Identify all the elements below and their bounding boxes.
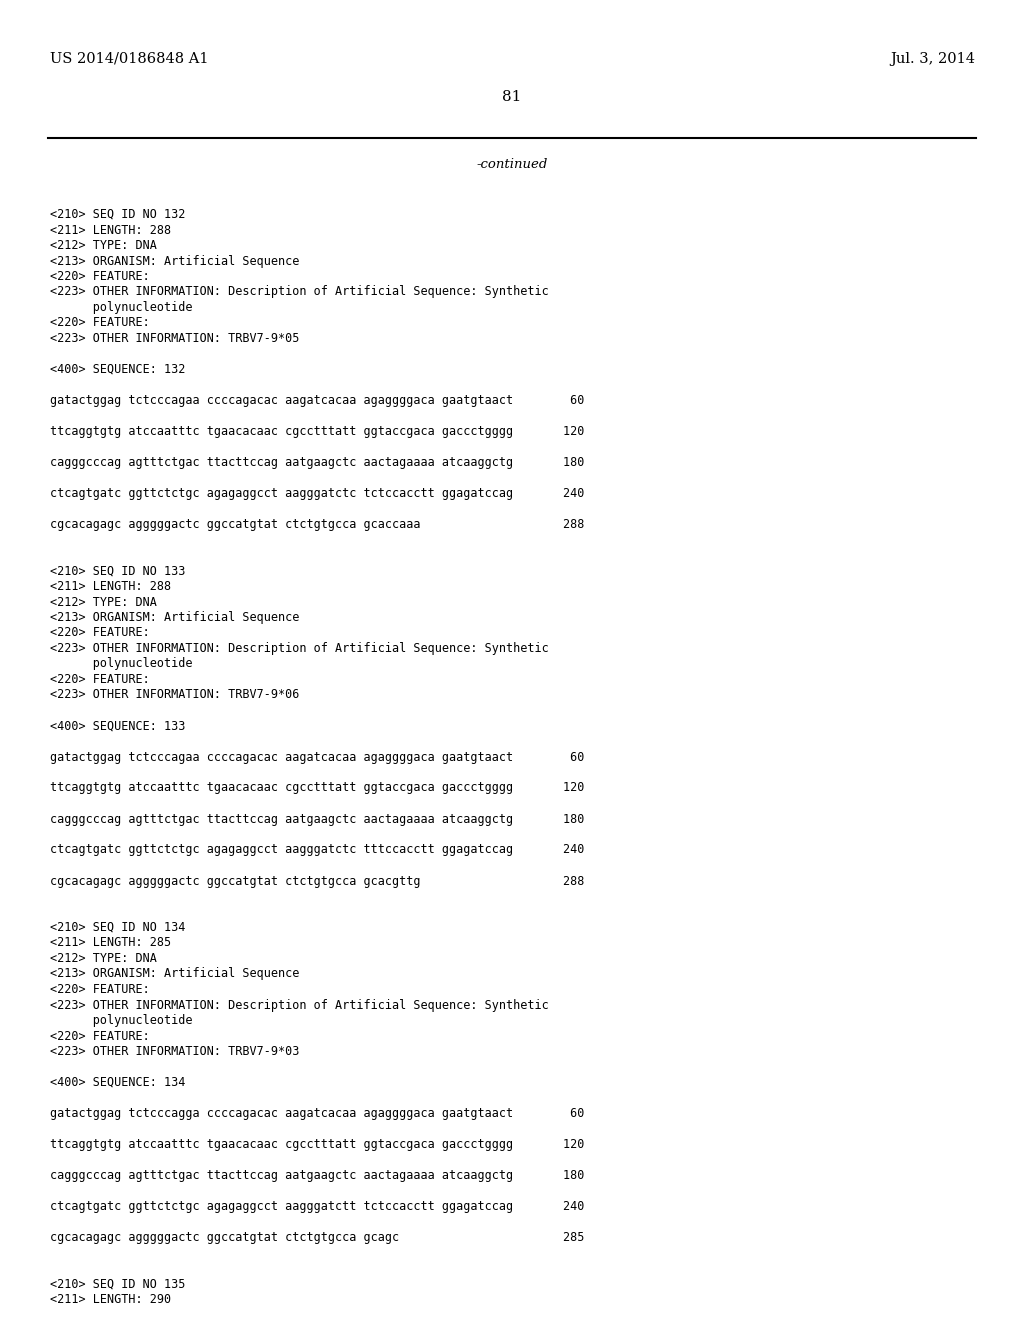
- Text: <212> TYPE: DNA: <212> TYPE: DNA: [50, 239, 157, 252]
- Text: <223> OTHER INFORMATION: TRBV7-9*03: <223> OTHER INFORMATION: TRBV7-9*03: [50, 1045, 299, 1059]
- Text: 81: 81: [503, 90, 521, 104]
- Text: polynucleotide: polynucleotide: [50, 301, 193, 314]
- Text: <220> FEATURE:: <220> FEATURE:: [50, 673, 150, 686]
- Text: <212> TYPE: DNA: <212> TYPE: DNA: [50, 952, 157, 965]
- Text: ctcagtgatc ggttctctgc agagaggcct aagggatctc tttccacctt ggagatccag       240: ctcagtgatc ggttctctgc agagaggcct aagggat…: [50, 843, 585, 857]
- Text: <210> SEQ ID NO 134: <210> SEQ ID NO 134: [50, 921, 185, 935]
- Text: <223> OTHER INFORMATION: Description of Artificial Sequence: Synthetic: <223> OTHER INFORMATION: Description of …: [50, 285, 549, 298]
- Text: <213> ORGANISM: Artificial Sequence: <213> ORGANISM: Artificial Sequence: [50, 255, 299, 268]
- Text: gatactggag tctcccagaa ccccagacac aagatcacaa agaggggaca gaatgtaact        60: gatactggag tctcccagaa ccccagacac aagatca…: [50, 751, 585, 763]
- Text: gatactggag tctcccagga ccccagacac aagatcacaa agaggggaca gaatgtaact        60: gatactggag tctcccagga ccccagacac aagatca…: [50, 1107, 585, 1119]
- Text: <212> TYPE: DNA: <212> TYPE: DNA: [50, 595, 157, 609]
- Text: <210> SEQ ID NO 132: <210> SEQ ID NO 132: [50, 209, 185, 220]
- Text: <400> SEQUENCE: 134: <400> SEQUENCE: 134: [50, 1076, 185, 1089]
- Text: <210> SEQ ID NO 135: <210> SEQ ID NO 135: [50, 1278, 185, 1291]
- Text: <223> OTHER INFORMATION: TRBV7-9*05: <223> OTHER INFORMATION: TRBV7-9*05: [50, 333, 299, 345]
- Text: <210> SEQ ID NO 133: <210> SEQ ID NO 133: [50, 565, 185, 578]
- Text: ctcagtgatc ggttctctgc agagaggcct aagggatctt tctccacctt ggagatccag       240: ctcagtgatc ggttctctgc agagaggcct aagggat…: [50, 1200, 585, 1213]
- Text: cagggcccag agtttctgac ttacttccag aatgaagctc aactagaaaa atcaaggctg       180: cagggcccag agtttctgac ttacttccag aatgaag…: [50, 455, 585, 469]
- Text: <220> FEATURE:: <220> FEATURE:: [50, 317, 150, 330]
- Text: <220> FEATURE:: <220> FEATURE:: [50, 1030, 150, 1043]
- Text: polynucleotide: polynucleotide: [50, 657, 193, 671]
- Text: gatactggag tctcccagaa ccccagacac aagatcacaa agaggggaca gaatgtaact        60: gatactggag tctcccagaa ccccagacac aagatca…: [50, 393, 585, 407]
- Text: <220> FEATURE:: <220> FEATURE:: [50, 983, 150, 997]
- Text: US 2014/0186848 A1: US 2014/0186848 A1: [50, 51, 209, 66]
- Text: <211> LENGTH: 290: <211> LENGTH: 290: [50, 1294, 171, 1305]
- Text: polynucleotide: polynucleotide: [50, 1014, 193, 1027]
- Text: <213> ORGANISM: Artificial Sequence: <213> ORGANISM: Artificial Sequence: [50, 611, 299, 624]
- Text: <211> LENGTH: 285: <211> LENGTH: 285: [50, 936, 171, 949]
- Text: <400> SEQUENCE: 132: <400> SEQUENCE: 132: [50, 363, 185, 376]
- Text: cgcacagagc agggggactc ggccatgtat ctctgtgcca gcagc                       285: cgcacagagc agggggactc ggccatgtat ctctgtg…: [50, 1232, 585, 1243]
- Text: <223> OTHER INFORMATION: Description of Artificial Sequence: Synthetic: <223> OTHER INFORMATION: Description of …: [50, 998, 549, 1011]
- Text: cgcacagagc agggggactc ggccatgtat ctctgtgcca gcaccaaa                    288: cgcacagagc agggggactc ggccatgtat ctctgtg…: [50, 517, 585, 531]
- Text: <211> LENGTH: 288: <211> LENGTH: 288: [50, 223, 171, 236]
- Text: <223> OTHER INFORMATION: TRBV7-9*06: <223> OTHER INFORMATION: TRBV7-9*06: [50, 689, 299, 701]
- Text: <220> FEATURE:: <220> FEATURE:: [50, 627, 150, 639]
- Text: <220> FEATURE:: <220> FEATURE:: [50, 271, 150, 282]
- Text: ttcaggtgtg atccaatttc tgaacacaac cgcctttatt ggtaccgaca gaccctgggg       120: ttcaggtgtg atccaatttc tgaacacaac cgccttt…: [50, 425, 585, 438]
- Text: cgcacagagc agggggactc ggccatgtat ctctgtgcca gcacgttg                    288: cgcacagagc agggggactc ggccatgtat ctctgtg…: [50, 874, 585, 887]
- Text: ttcaggtgtg atccaatttc tgaacacaac cgcctttatt ggtaccgaca gaccctgggg       120: ttcaggtgtg atccaatttc tgaacacaac cgccttt…: [50, 781, 585, 795]
- Text: <211> LENGTH: 288: <211> LENGTH: 288: [50, 579, 171, 593]
- Text: Jul. 3, 2014: Jul. 3, 2014: [890, 51, 975, 66]
- Text: ttcaggtgtg atccaatttc tgaacacaac cgcctttatt ggtaccgaca gaccctgggg       120: ttcaggtgtg atccaatttc tgaacacaac cgccttt…: [50, 1138, 585, 1151]
- Text: <223> OTHER INFORMATION: Description of Artificial Sequence: Synthetic: <223> OTHER INFORMATION: Description of …: [50, 642, 549, 655]
- Text: <400> SEQUENCE: 133: <400> SEQUENCE: 133: [50, 719, 185, 733]
- Text: cagggcccag agtttctgac ttacttccag aatgaagctc aactagaaaa atcaaggctg       180: cagggcccag agtttctgac ttacttccag aatgaag…: [50, 813, 585, 825]
- Text: cagggcccag agtttctgac ttacttccag aatgaagctc aactagaaaa atcaaggctg       180: cagggcccag agtttctgac ttacttccag aatgaag…: [50, 1170, 585, 1181]
- Text: <213> ORGANISM: Artificial Sequence: <213> ORGANISM: Artificial Sequence: [50, 968, 299, 981]
- Text: ctcagtgatc ggttctctgc agagaggcct aagggatctc tctccacctt ggagatccag       240: ctcagtgatc ggttctctgc agagaggcct aagggat…: [50, 487, 585, 500]
- Text: -continued: -continued: [476, 158, 548, 172]
